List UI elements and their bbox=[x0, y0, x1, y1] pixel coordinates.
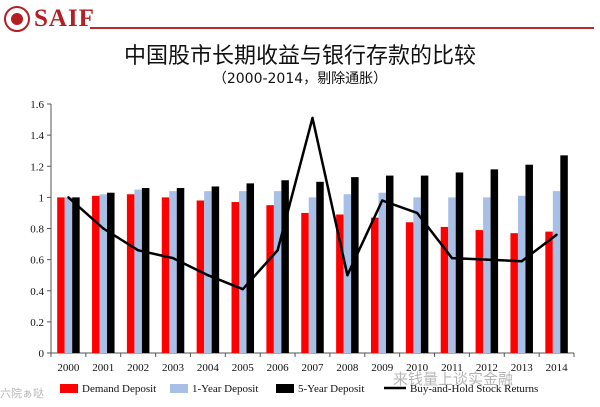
one-year-deposit-bar bbox=[517, 195, 526, 353]
stock-returns-point bbox=[415, 211, 419, 215]
demand-deposit-bar bbox=[196, 200, 205, 353]
y-tick-label: 0.2 bbox=[30, 317, 44, 329]
demand-deposit-bar bbox=[336, 214, 344, 353]
demand-deposit-bar bbox=[57, 197, 65, 353]
y-tick-label: 0.8 bbox=[30, 224, 44, 236]
one-year-deposit-bar bbox=[413, 197, 421, 353]
legend-five-year-deposit-label: 5-Year Deposit bbox=[298, 383, 364, 395]
five-year-deposit-bar bbox=[385, 175, 394, 353]
legend-one-year-deposit-label: 1-Year Deposit bbox=[192, 383, 258, 395]
x-tick-label: 2014 bbox=[546, 362, 569, 374]
y-tick-label: 1.6 bbox=[30, 99, 44, 111]
five-year-deposit-bar bbox=[211, 186, 220, 353]
five-year-deposit-bar bbox=[420, 175, 429, 353]
x-tick-label: 2010 bbox=[406, 362, 429, 374]
demand-deposit-bar bbox=[370, 217, 379, 353]
watermark-left: 六院ぁ哒 bbox=[0, 387, 44, 400]
one-year-deposit-bar bbox=[448, 197, 456, 353]
five-year-deposit-bar bbox=[72, 197, 80, 353]
one-year-deposit-bar bbox=[134, 189, 142, 353]
demand-deposit-bar bbox=[266, 205, 274, 353]
stock-returns-point bbox=[136, 249, 140, 252]
stock-returns-point bbox=[520, 259, 523, 263]
x-tick-label: 2000 bbox=[57, 362, 80, 374]
y-tick-label: 0 bbox=[39, 348, 45, 360]
five-year-deposit-bar bbox=[246, 183, 255, 353]
five-year-deposit-bar bbox=[176, 188, 185, 353]
demand-deposit-bar bbox=[405, 222, 414, 353]
logo-text: SAIF bbox=[34, 5, 95, 32]
header-rule bbox=[90, 27, 594, 29]
five-year-deposit-bar bbox=[525, 164, 533, 353]
stock-returns-point bbox=[67, 196, 70, 199]
legend-five-year-deposit-swatch bbox=[276, 384, 294, 393]
x-tick-label: 2011 bbox=[441, 362, 463, 374]
stock-returns-point bbox=[311, 116, 314, 120]
stock-returns-point bbox=[450, 256, 454, 260]
watermark-right: 来钱量上谈实金融 bbox=[393, 370, 514, 388]
legend-demand-deposit-label: Demand Deposit bbox=[82, 383, 156, 395]
x-tick-label: 2008 bbox=[336, 362, 359, 374]
y-tick-label: 1.2 bbox=[30, 161, 44, 173]
logo-seal-icon bbox=[4, 6, 30, 32]
x-tick-label: 2012 bbox=[476, 362, 498, 374]
five-year-deposit-bar bbox=[455, 172, 464, 353]
demand-deposit-bar bbox=[440, 226, 449, 353]
x-tick-label: 2005 bbox=[232, 362, 255, 374]
one-year-deposit-bar bbox=[64, 197, 73, 353]
one-year-deposit-bar bbox=[308, 197, 317, 353]
one-year-deposit-bar bbox=[99, 194, 108, 353]
chart-title: 中国股市长期收益与银行存款的比较 bbox=[123, 44, 476, 69]
legend-demand-deposit-swatch bbox=[60, 384, 78, 393]
stock-returns-point bbox=[241, 287, 244, 291]
demand-deposit-bar bbox=[92, 195, 100, 353]
five-year-deposit-bar bbox=[560, 155, 568, 353]
demand-deposit-bar bbox=[545, 231, 553, 353]
demand-deposit-bar bbox=[510, 233, 518, 353]
one-year-deposit-bar bbox=[273, 191, 282, 353]
stock-returns-point bbox=[346, 273, 349, 277]
demand-deposit-bar bbox=[231, 202, 240, 353]
five-year-deposit-bar bbox=[141, 188, 150, 353]
stock-returns-point bbox=[171, 256, 175, 260]
one-year-deposit-bar bbox=[552, 191, 561, 353]
stock-returns-point bbox=[276, 249, 279, 252]
stock-returns-point bbox=[381, 199, 384, 202]
stock-returns-point bbox=[555, 233, 558, 236]
y-tick-label: 1 bbox=[39, 192, 45, 204]
x-tick-label: 2002 bbox=[127, 362, 149, 374]
x-tick-label: 2006 bbox=[267, 362, 290, 374]
five-year-deposit-bar bbox=[351, 177, 359, 353]
one-year-deposit-bar bbox=[169, 191, 177, 353]
five-year-deposit-bar bbox=[107, 192, 115, 353]
one-year-deposit-bar bbox=[204, 191, 212, 353]
logo: SAIF bbox=[4, 4, 95, 34]
one-year-deposit-bar bbox=[378, 192, 386, 353]
stock-returns-point bbox=[102, 227, 105, 230]
demand-deposit-bar bbox=[161, 197, 170, 353]
demand-deposit-bar bbox=[301, 212, 309, 353]
stock-returns-point bbox=[206, 273, 210, 277]
y-tick-label: 0.4 bbox=[30, 286, 44, 298]
demand-deposit-bar bbox=[475, 230, 484, 353]
legend-stock-returns-label: Buy-and-Hold Stock Returns bbox=[410, 383, 538, 395]
x-tick-label: 2001 bbox=[92, 362, 114, 374]
one-year-deposit-bar bbox=[483, 197, 491, 353]
x-tick-label: 2004 bbox=[197, 362, 220, 374]
five-year-deposit-bar bbox=[281, 180, 289, 353]
x-tick-label: 2013 bbox=[511, 362, 534, 374]
y-tick-label: 0.6 bbox=[30, 255, 44, 267]
one-year-deposit-bar bbox=[239, 191, 247, 353]
five-year-deposit-bar bbox=[316, 181, 324, 353]
demand-deposit-bar bbox=[126, 194, 135, 353]
stock-returns-point bbox=[485, 258, 489, 261]
y-tick-label: 1.4 bbox=[30, 130, 44, 142]
x-tick-label: 2009 bbox=[371, 362, 394, 374]
x-tick-label: 2007 bbox=[302, 362, 325, 374]
x-tick-label: 2003 bbox=[162, 362, 185, 374]
chart-subtitle: （2000-2014，剔除通胀） bbox=[212, 71, 388, 87]
legend-one-year-deposit-swatch bbox=[170, 384, 188, 393]
